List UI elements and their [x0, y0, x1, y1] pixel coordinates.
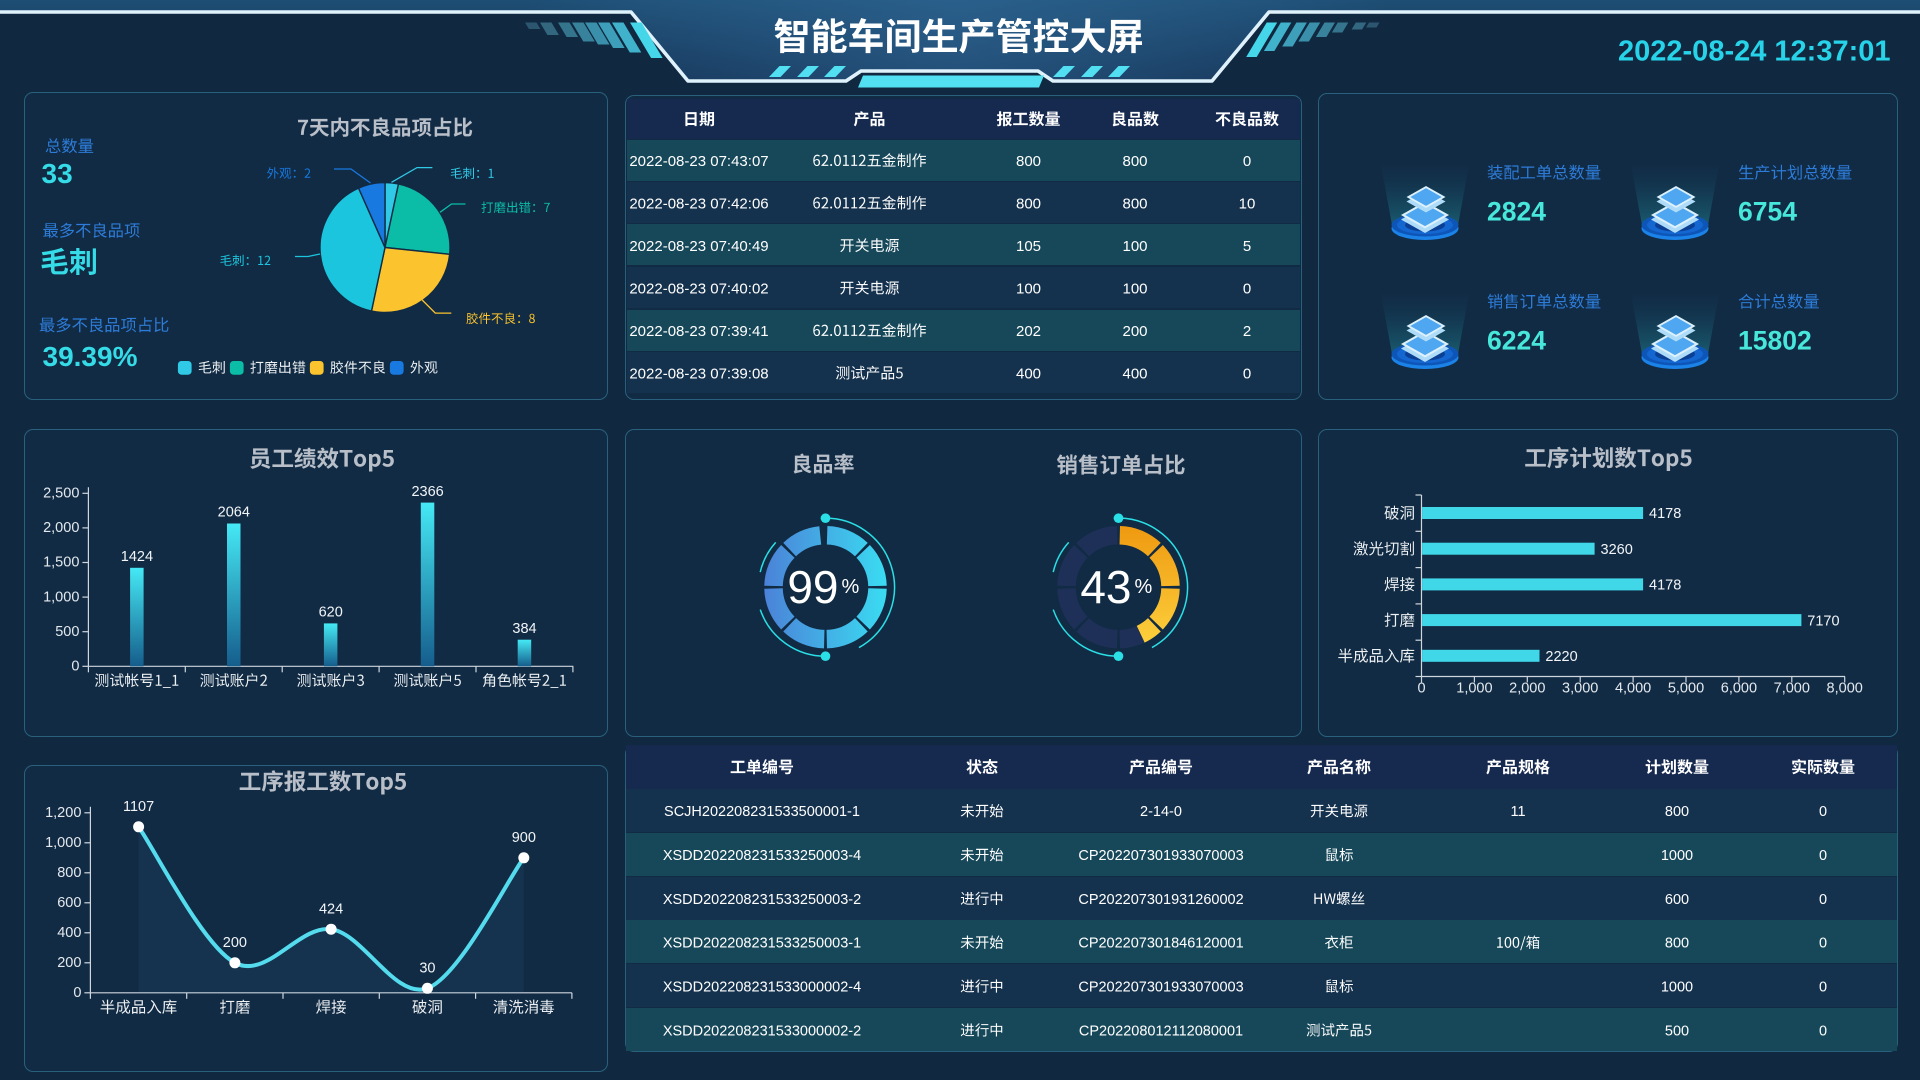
svg-text:400: 400: [57, 925, 81, 941]
svg-text:0: 0: [1819, 848, 1827, 864]
svg-text:100: 100: [1016, 280, 1041, 297]
svg-text:424: 424: [319, 901, 343, 917]
svg-text:43: 43: [1080, 561, 1131, 613]
svg-text:%: %: [1135, 576, 1153, 598]
svg-text:202: 202: [1016, 323, 1041, 340]
svg-text:5: 5: [1243, 238, 1251, 255]
svg-text:0: 0: [1243, 280, 1251, 297]
svg-text:2824: 2824: [1487, 197, 1546, 227]
svg-text:800: 800: [1122, 153, 1147, 170]
svg-text:384: 384: [512, 621, 536, 637]
svg-text:2,000: 2,000: [1509, 681, 1545, 697]
svg-text:15802: 15802: [1738, 326, 1812, 356]
svg-text:100: 100: [1122, 238, 1147, 255]
svg-text:2022-08-23 07:40:02: 2022-08-23 07:40:02: [629, 280, 768, 297]
svg-text:6,000: 6,000: [1721, 681, 1757, 697]
svg-text:800: 800: [1665, 804, 1689, 820]
svg-text:7170: 7170: [1807, 613, 1839, 629]
svg-text:800: 800: [1665, 936, 1689, 952]
svg-text:1,000: 1,000: [1456, 681, 1492, 697]
svg-text:105: 105: [1016, 238, 1041, 255]
svg-text:XSDD202208231533000002-2: XSDD202208231533000002-2: [663, 1023, 861, 1039]
svg-text:CP202208012112080001: CP202208012112080001: [1079, 1023, 1243, 1039]
svg-text:XSDD202208231533250003-4: XSDD202208231533250003-4: [663, 848, 861, 864]
svg-text:800: 800: [1016, 153, 1041, 170]
svg-text:30: 30: [419, 961, 435, 977]
svg-text:3260: 3260: [1601, 542, 1633, 558]
svg-text:1,000: 1,000: [43, 589, 79, 605]
svg-text:2022-08-23 07:39:41: 2022-08-23 07:39:41: [629, 323, 768, 340]
svg-text:2022-08-23 07:43:07: 2022-08-23 07:43:07: [629, 153, 768, 170]
svg-text:200: 200: [57, 955, 81, 971]
svg-text:5,000: 5,000: [1668, 681, 1704, 697]
svg-text:SCJH202208231533500001-1: SCJH202208231533500001-1: [664, 804, 860, 820]
svg-text:CP202207301931260002: CP202207301931260002: [1078, 892, 1243, 908]
svg-text:0: 0: [73, 985, 81, 1001]
svg-text:1424: 1424: [121, 549, 153, 565]
svg-text:900: 900: [512, 830, 536, 846]
svg-text:6224: 6224: [1487, 326, 1546, 356]
svg-text:400: 400: [1122, 365, 1147, 382]
svg-text:620: 620: [319, 605, 343, 621]
svg-text:XSDD202208231533000002-4: XSDD202208231533000002-4: [663, 980, 861, 996]
svg-text:2220: 2220: [1545, 649, 1577, 665]
svg-text:0: 0: [1819, 1023, 1827, 1039]
svg-text:0: 0: [1819, 936, 1827, 952]
svg-text:3,000: 3,000: [1562, 681, 1598, 697]
svg-text:0: 0: [1243, 153, 1251, 170]
svg-text:CP202207301933070003: CP202207301933070003: [1078, 848, 1243, 864]
svg-text:XSDD202208231533250003-1: XSDD202208231533250003-1: [663, 936, 861, 952]
svg-text:100: 100: [1122, 280, 1147, 297]
svg-text:2366: 2366: [411, 484, 443, 500]
svg-text:0: 0: [71, 659, 79, 675]
svg-text:2: 2: [1243, 323, 1251, 340]
svg-text:800: 800: [57, 865, 81, 881]
svg-text:11: 11: [1510, 804, 1525, 820]
svg-text:39.39%: 39.39%: [43, 341, 138, 372]
svg-text:200: 200: [223, 935, 247, 951]
svg-text:XSDD202208231533250003-2: XSDD202208231533250003-2: [663, 892, 861, 908]
svg-text:0: 0: [1819, 892, 1827, 908]
svg-text:800: 800: [1122, 195, 1147, 212]
svg-text:600: 600: [57, 895, 81, 911]
svg-text:CP202207301846120001: CP202207301846120001: [1078, 936, 1243, 952]
svg-text:400: 400: [1016, 365, 1041, 382]
svg-text:500: 500: [55, 624, 79, 640]
svg-text:600: 600: [1665, 892, 1689, 908]
svg-text:1,200: 1,200: [45, 805, 81, 821]
svg-text:2022-08-24 12:37:01: 2022-08-24 12:37:01: [1618, 35, 1890, 67]
svg-text:7,000: 7,000: [1774, 681, 1810, 697]
svg-text:500: 500: [1665, 1023, 1689, 1039]
svg-text:2064: 2064: [218, 505, 250, 521]
svg-text:4,000: 4,000: [1615, 681, 1651, 697]
svg-text:2022-08-23 07:42:06: 2022-08-23 07:42:06: [629, 195, 768, 212]
svg-text:0: 0: [1819, 804, 1827, 820]
svg-text:1000: 1000: [1661, 848, 1693, 864]
svg-text:0: 0: [1417, 681, 1425, 697]
svg-text:4178: 4178: [1649, 578, 1681, 594]
svg-text:1000: 1000: [1661, 980, 1693, 996]
svg-text:CP202207301933070003: CP202207301933070003: [1078, 980, 1243, 996]
svg-text:1,000: 1,000: [45, 835, 81, 851]
svg-text:6754: 6754: [1738, 197, 1797, 227]
svg-text:1107: 1107: [123, 799, 154, 815]
svg-text:2,500: 2,500: [43, 486, 79, 502]
svg-text:2,000: 2,000: [43, 520, 79, 536]
svg-text:0: 0: [1243, 365, 1251, 382]
svg-text:0: 0: [1819, 980, 1827, 996]
svg-text:4178: 4178: [1649, 506, 1681, 522]
svg-text:2-14-0: 2-14-0: [1140, 804, 1182, 820]
svg-text:33: 33: [42, 158, 73, 189]
svg-text:10: 10: [1239, 195, 1256, 212]
svg-text:1,500: 1,500: [43, 555, 79, 571]
svg-text:%: %: [842, 576, 860, 598]
svg-text:800: 800: [1016, 195, 1041, 212]
svg-text:200: 200: [1122, 323, 1147, 340]
svg-text:2022-08-23 07:40:49: 2022-08-23 07:40:49: [629, 238, 768, 255]
svg-text:8,000: 8,000: [1827, 681, 1863, 697]
svg-text:2022-08-23 07:39:08: 2022-08-23 07:39:08: [629, 365, 768, 382]
svg-text:99: 99: [787, 561, 838, 613]
